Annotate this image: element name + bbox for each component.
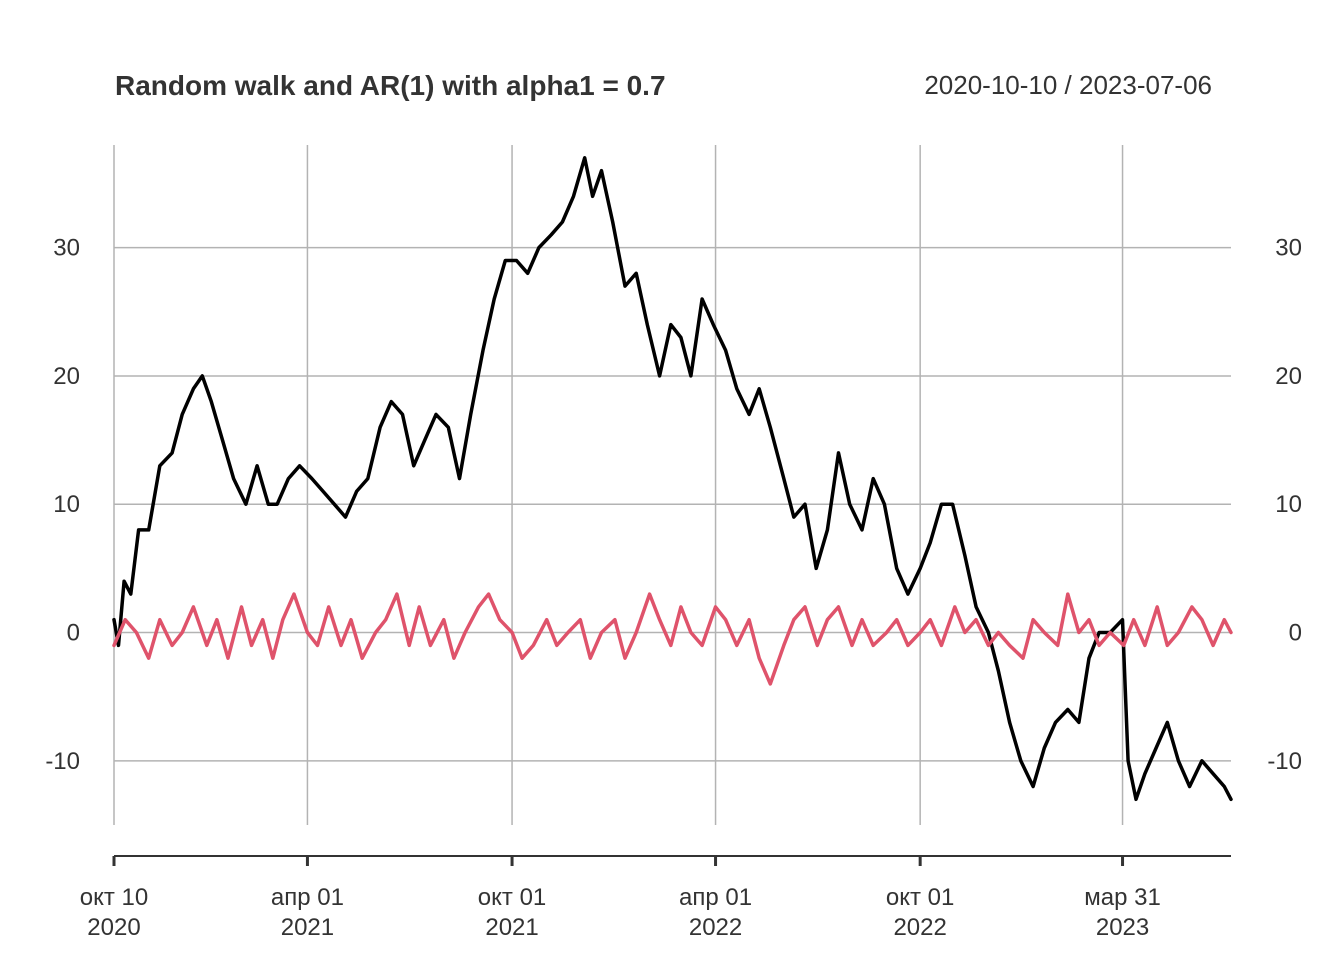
y-tick-label-right: 30	[1275, 235, 1302, 262]
x-tick-label-month: окт 01	[478, 884, 546, 911]
x-tick-label-year: 2022	[893, 914, 946, 941]
x-tick-label-year: 2020	[87, 914, 140, 941]
y-tick-label-right: 20	[1275, 363, 1302, 390]
y-tick-label-right: 10	[1275, 491, 1302, 518]
grid	[113, 145, 1231, 825]
y-tick-label-left: 20	[53, 363, 80, 390]
series-line-1	[112, 156, 1233, 802]
y-tick-label-right: -10	[1267, 748, 1302, 775]
y-tick-label-left: 30	[53, 235, 80, 262]
x-tick-label-month: окт 10	[80, 884, 148, 911]
x-tick-label-year: 2023	[1096, 914, 1149, 941]
series-line-2	[112, 592, 1233, 686]
x-tick-label-month: мар 31	[1084, 884, 1161, 911]
y-tick-label-left: -10	[45, 748, 80, 775]
x-tick-label-year: 2021	[281, 914, 334, 941]
date-range-label: 2020-10-10 / 2023-07-06	[924, 70, 1212, 100]
x-tick-label-month: окт 01	[886, 884, 954, 911]
x-tick-label-year: 2022	[689, 914, 742, 941]
y-tick-label-left: 0	[67, 620, 80, 647]
x-tick-label-month: апр 01	[271, 884, 344, 911]
series-lines	[112, 156, 1233, 802]
chart-title: Random walk and AR(1) with alpha1 = 0.7	[115, 70, 666, 101]
y-tick-label-left: 10	[53, 491, 80, 518]
x-tick-label-year: 2021	[485, 914, 538, 941]
y-tick-label-right: 0	[1289, 620, 1302, 647]
x-tick-label-month: апр 01	[679, 884, 752, 911]
